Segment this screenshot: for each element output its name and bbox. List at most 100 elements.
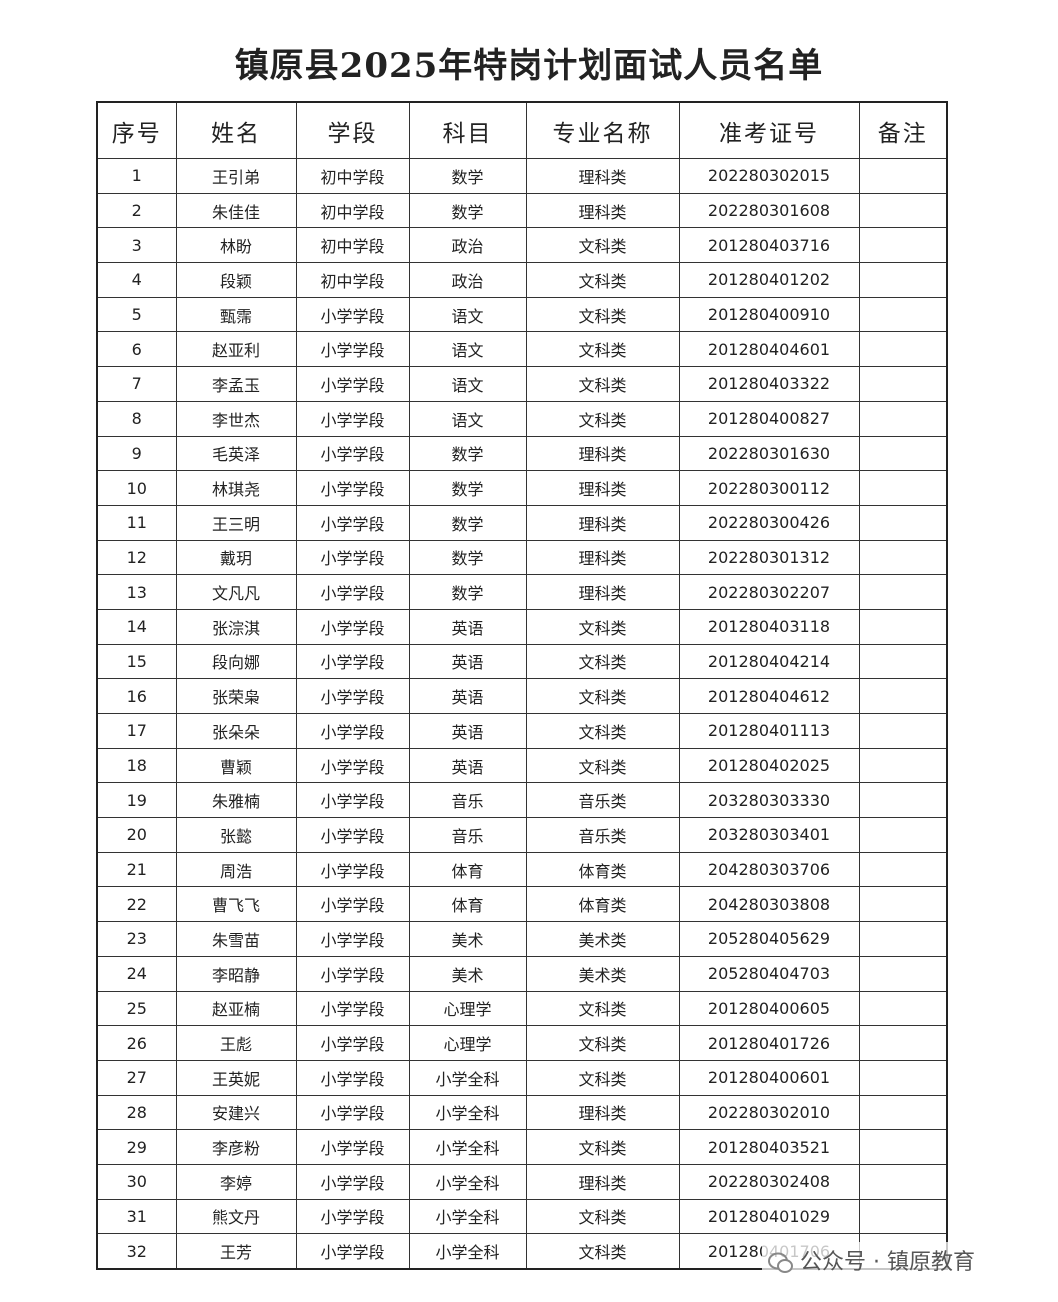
table-cell: 文科类 — [525, 678, 680, 714]
table-cell: 201280400601 — [678, 1059, 860, 1096]
table-cell: 小学学段 — [295, 1059, 410, 1096]
table-row: 30 李婷 小学学段 小学全科 理科类 202280302408 — [96, 1163, 948, 1200]
table-cell: 202280302010 — [678, 1094, 860, 1131]
table-cell: 文科类 — [525, 747, 680, 784]
table-cell: 16 — [96, 678, 177, 714]
table-body: 1 王引弟 初中学段 数学 理科类 202280302015 2 朱佳佳 初中学段 数学 理科类 20… — [96, 158, 948, 1270]
empty-cell — [858, 262, 948, 298]
table-row: 31 熊文丹 小学学段 小学全科 文科类 201280401029 — [96, 1198, 948, 1235]
table-cell: 朱雅楠 — [175, 782, 297, 819]
table-cell: 小学学段 — [295, 747, 410, 784]
table-cell: 小学学段 — [295, 435, 410, 472]
table-cell: 英语 — [408, 713, 527, 749]
table-cell: 张荣枭 — [175, 678, 297, 714]
table-cell: 英语 — [408, 608, 527, 645]
table-cell: 202280301608 — [678, 192, 860, 229]
empty-cell — [858, 643, 948, 680]
table-row: 14 张淙淇 小学学段 英语 文科类 201280403118 — [96, 608, 948, 645]
table-cell: 文科类 — [525, 331, 680, 368]
table-cell: 语文 — [408, 331, 527, 368]
empty-cell — [858, 1059, 948, 1096]
table-cell: 19 — [96, 782, 177, 819]
table-cell: 英语 — [408, 678, 527, 714]
table-cell: 曹飞飞 — [175, 886, 297, 923]
table-cell: 201280402025 — [678, 747, 860, 784]
table-cell: 17 — [96, 713, 177, 749]
table-cell: 205280405629 — [678, 921, 860, 957]
table-row: 24 李昭静 小学学段 美术 美术类 205280404703 — [96, 955, 948, 992]
table-cell: 王英妮 — [175, 1059, 297, 1096]
empty-cell — [858, 1129, 948, 1165]
table-cell: 201280401726 — [678, 1025, 860, 1061]
table-cell: 理科类 — [525, 158, 680, 194]
table-row: 10 林琪尧 小学学段 数学 理科类 202280300112 — [96, 470, 948, 506]
table-cell: 203280303330 — [678, 782, 860, 819]
table-cell: 音乐 — [408, 782, 527, 819]
table-cell: 小学全科 — [408, 1094, 527, 1131]
table-cell: 文科类 — [525, 366, 680, 402]
table-cell: 小学学段 — [295, 643, 410, 680]
column-header: 序号 — [96, 101, 177, 159]
empty-cell — [858, 955, 948, 992]
empty-cell — [858, 851, 948, 888]
table-cell: 小学学段 — [295, 1094, 410, 1131]
table-cell: 小学学段 — [295, 504, 410, 541]
table-cell: 林琪尧 — [175, 470, 297, 506]
table-cell: 甄霈 — [175, 296, 297, 333]
table-row: 23 朱雪苗 小学学段 美术 美术类 205280405629 — [96, 921, 948, 957]
column-header: 科目 — [408, 101, 527, 159]
table-row: 11 王三明 小学学段 数学 理科类 202280300426 — [96, 504, 948, 541]
empty-cell — [858, 1163, 948, 1200]
table-cell: 美术 — [408, 955, 527, 992]
table-cell: 段向娜 — [175, 643, 297, 680]
table-cell: 小学学段 — [295, 886, 410, 923]
table-row: 26 王彪 小学学段 心理学 文科类 201280401726 — [96, 1025, 948, 1061]
table-cell: 小学学段 — [295, 817, 410, 853]
table-row: 4 段颖 初中学段 政治 文科类 201280401202 — [96, 262, 948, 298]
table-cell: 王引弟 — [175, 158, 297, 194]
table-cell: 毛英泽 — [175, 435, 297, 472]
table-cell: 11 — [96, 504, 177, 541]
empty-cell — [858, 817, 948, 853]
table-cell: 201280400827 — [678, 400, 860, 437]
table-cell: 美术 — [408, 921, 527, 957]
table-cell: 8 — [96, 400, 177, 437]
table-row: 25 赵亚楠 小学学段 心理学 文科类 201280400605 — [96, 990, 948, 1027]
table-cell: 201280401029 — [678, 1198, 860, 1235]
table-cell: 31 — [96, 1198, 177, 1235]
table-cell: 小学学段 — [295, 782, 410, 819]
table-cell: 201280400910 — [678, 296, 860, 333]
table-row: 6 赵亚利 小学学段 语文 文科类 201280404601 — [96, 331, 948, 368]
table-row: 27 王英妮 小学学段 小学全科 文科类 201280400601 — [96, 1059, 948, 1096]
table-row: 8 李世杰 小学学段 语文 文科类 201280400827 — [96, 400, 948, 437]
table-cell: 数学 — [408, 158, 527, 194]
table-cell: 小学学段 — [295, 921, 410, 957]
table-cell: 小学学段 — [295, 574, 410, 610]
table-cell: 理科类 — [525, 504, 680, 541]
table-cell: 202280301312 — [678, 539, 860, 576]
table-cell: 203280303401 — [678, 817, 860, 853]
table-row: 9 毛英泽 小学学段 数学 理科类 202280301630 — [96, 435, 948, 472]
table-cell: 202280302408 — [678, 1163, 860, 1200]
table-row: 2 朱佳佳 初中学段 数学 理科类 202280301608 — [96, 192, 948, 229]
table-cell: 王芳 — [175, 1233, 297, 1270]
table-row: 29 李彦粉 小学学段 小学全科 文科类 201280403521 — [96, 1129, 948, 1165]
table-cell: 小学全科 — [408, 1129, 527, 1165]
table-cell: 小学学段 — [295, 851, 410, 888]
table-cell: 小学全科 — [408, 1198, 527, 1235]
table-cell: 14 — [96, 608, 177, 645]
table-cell: 体育 — [408, 886, 527, 923]
table-cell: 15 — [96, 643, 177, 680]
table-cell: 李世杰 — [175, 400, 297, 437]
table-cell: 205280404703 — [678, 955, 860, 992]
table-cell: 段颖 — [175, 262, 297, 298]
table-cell: 201280400605 — [678, 990, 860, 1027]
empty-cell — [858, 678, 948, 714]
table-cell: 小学学段 — [295, 1025, 410, 1061]
empty-cell — [858, 990, 948, 1027]
wechat-icon — [768, 1252, 793, 1273]
table-cell: 初中学段 — [295, 262, 410, 298]
table-cell: 21 — [96, 851, 177, 888]
watermark-text: 公众号 · 镇原教育 — [800, 1250, 975, 1275]
table-row: 7 李孟玉 小学学段 语文 文科类 201280403322 — [96, 366, 948, 402]
